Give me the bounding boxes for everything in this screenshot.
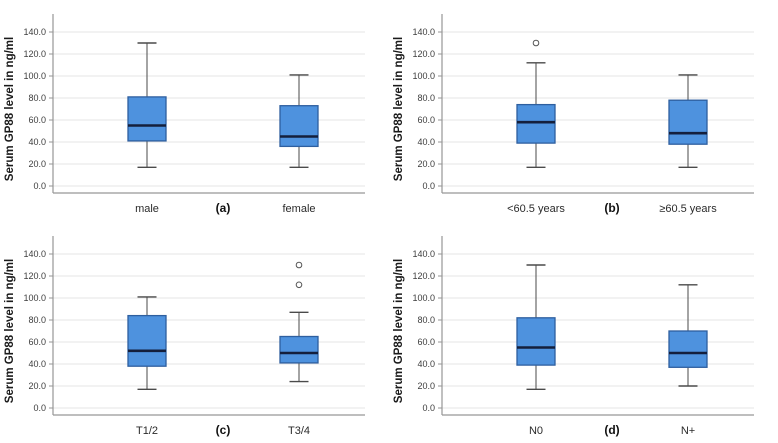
y-tick-label: 120.0 [23, 49, 46, 59]
y-tick-label: 140.0 [23, 249, 46, 259]
y-tick-label: 60.0 [28, 115, 46, 125]
y-tick-label: 20.0 [417, 159, 435, 169]
y-tick-label: 0.0 [33, 403, 46, 413]
boxplot-chart-c: 0.0 20.0 40.0 60.0 80.0 100.0 120.0 140.0 Serum … [4, 236, 365, 437]
outlier-point [295, 261, 303, 269]
y-axis-title: Serum GP88 level in ng/ml [4, 259, 16, 403]
y-tick-label: 120.0 [412, 271, 435, 281]
iqr-box-<60.5 years [516, 103, 556, 144]
iqr-box-female [279, 105, 319, 148]
iqr-box-N+ [668, 330, 708, 368]
boxplot-chart-a: 0.0 20.0 40.0 60.0 80.0 100.0 120.0 140.0 Serum … [4, 14, 365, 215]
category-label: N+ [681, 425, 695, 437]
y-tick-label: 120.0 [23, 271, 46, 281]
panel-b: 0.0 20.0 40.0 60.0 80.0 100.0 120.0 140.0 Serum … [389, 0, 778, 221]
y-tick-label: 100.0 [412, 71, 435, 81]
y-tick-label: 100.0 [412, 293, 435, 303]
y-axis-title: Serum GP88 level in ng/ml [4, 37, 16, 181]
y-axis-title: Serum GP88 level in ng/ml [393, 37, 405, 181]
panel-a: 0.0 20.0 40.0 60.0 80.0 100.0 120.0 140.0 Serum … [0, 0, 389, 221]
y-tick-label: 60.0 [28, 337, 46, 347]
y-tick-label: 0.0 [422, 181, 435, 191]
panel-letter: (b) [604, 201, 619, 215]
category-label: T3/4 [288, 425, 310, 437]
y-tick-label: 140.0 [412, 249, 435, 259]
y-tick-label: 100.0 [23, 293, 46, 303]
y-tick-label: 20.0 [28, 381, 46, 391]
category-label: ≥60.5 years [659, 203, 717, 215]
y-tick-label: 80.0 [28, 93, 46, 103]
y-tick-label: 60.0 [417, 115, 435, 125]
category-label: N0 [529, 425, 543, 437]
iqr-box-male [127, 96, 167, 142]
y-tick-label: 0.0 [33, 181, 46, 191]
panel-c: 0.0 20.0 40.0 60.0 80.0 100.0 120.0 140.0 Serum … [0, 222, 389, 443]
y-tick-label: 40.0 [28, 359, 46, 369]
y-tick-label: 80.0 [28, 315, 46, 325]
iqr-box-T3/4 [279, 335, 319, 364]
iqr-box-T1/2 [127, 314, 167, 367]
y-tick-label: 20.0 [417, 381, 435, 391]
y-tick-label: 40.0 [417, 137, 435, 147]
category-label: T1/2 [136, 425, 158, 437]
panel-d: 0.0 20.0 40.0 60.0 80.0 100.0 120.0 140.0 Serum … [389, 222, 778, 443]
panel-letter: (c) [216, 423, 231, 437]
y-tick-label: 0.0 [422, 403, 435, 413]
category-label: <60.5 years [507, 203, 565, 215]
y-tick-label: 120.0 [412, 49, 435, 59]
y-tick-label: 140.0 [412, 27, 435, 37]
y-tick-label: 40.0 [28, 137, 46, 147]
iqr-box-≥60.5 years [668, 99, 708, 145]
y-tick-label: 60.0 [417, 337, 435, 347]
y-tick-label: 20.0 [28, 159, 46, 169]
category-label: female [282, 203, 315, 215]
y-tick-label: 80.0 [417, 315, 435, 325]
iqr-box-N0 [516, 317, 556, 366]
y-axis-title: Serum GP88 level in ng/ml [393, 259, 405, 403]
boxplot-chart-b: 0.0 20.0 40.0 60.0 80.0 100.0 120.0 140.0 Serum … [393, 14, 754, 215]
category-label: male [135, 203, 159, 215]
boxplot-chart-d: 0.0 20.0 40.0 60.0 80.0 100.0 120.0 140.0 Serum … [393, 236, 754, 437]
y-tick-label: 40.0 [417, 359, 435, 369]
y-tick-label: 100.0 [23, 71, 46, 81]
y-tick-label: 80.0 [417, 93, 435, 103]
panel-letter: (a) [216, 201, 231, 215]
outlier-point [532, 39, 540, 47]
y-tick-label: 140.0 [23, 27, 46, 37]
outlier-point [295, 281, 303, 289]
panel-letter: (d) [604, 423, 619, 437]
